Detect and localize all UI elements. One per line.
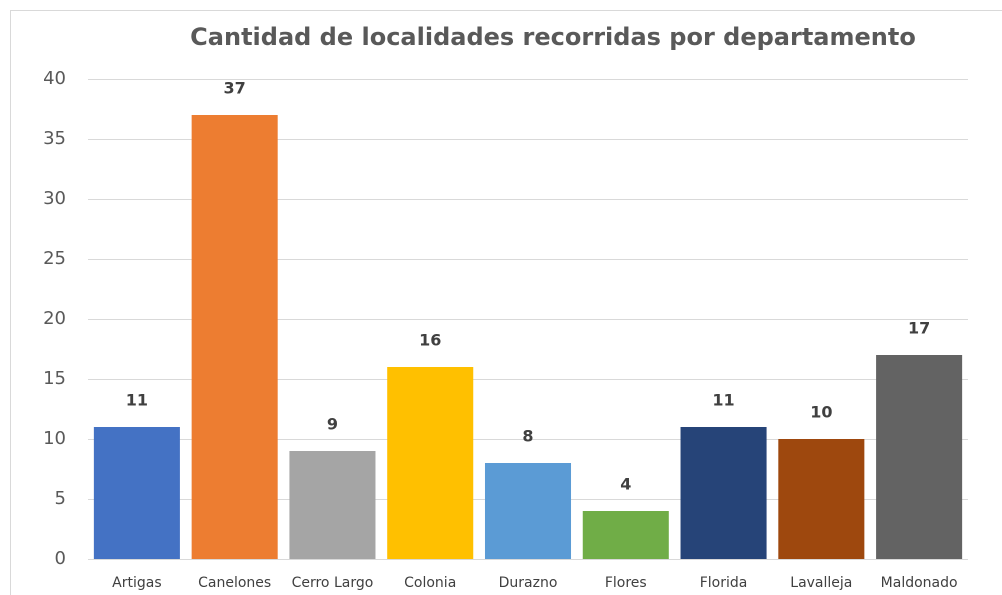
x-tick-label: Maldonado (881, 575, 958, 591)
bar (778, 439, 865, 559)
bar (582, 511, 669, 559)
data-label: 9 (327, 415, 338, 434)
bar (191, 115, 278, 559)
x-tick-label: Artigas (112, 575, 161, 591)
x-tick-label: Canelones (198, 575, 271, 591)
y-tick-label: 5 (55, 488, 66, 509)
bar (484, 463, 572, 559)
y-tick-label: 15 (43, 368, 66, 389)
data-label: 17 (908, 319, 930, 338)
y-tick-label: 40 (43, 68, 66, 89)
data-label: 11 (712, 391, 734, 410)
y-tick-label: 10 (43, 428, 66, 449)
y-tick-label: 0 (55, 548, 66, 569)
x-tick-label: Flores (605, 575, 647, 591)
x-tick-label: Cerro Largo (292, 575, 374, 591)
data-label: 11 (126, 391, 148, 410)
bar (876, 355, 963, 559)
bar (289, 451, 376, 559)
x-tick-label: Lavalleja (790, 575, 852, 591)
chart-title: Cantidad de localidades recorridas por d… (190, 23, 916, 51)
y-tick-label: 30 (43, 188, 66, 209)
y-tick-label: 25 (43, 248, 66, 269)
bar (93, 427, 180, 559)
data-label: 10 (810, 403, 832, 422)
bar (387, 367, 474, 559)
y-tick-label: 20 (43, 308, 66, 329)
data-label: 8 (522, 427, 533, 446)
x-tick-label: Durazno (499, 575, 558, 591)
x-tick-label: Colonia (404, 575, 456, 591)
data-label: 16 (419, 331, 441, 350)
x-tick-label: Florida (700, 575, 748, 591)
y-tick-label: 35 (43, 128, 66, 149)
bar (680, 427, 767, 559)
data-label: 4 (620, 475, 631, 494)
data-label: 37 (224, 79, 246, 98)
